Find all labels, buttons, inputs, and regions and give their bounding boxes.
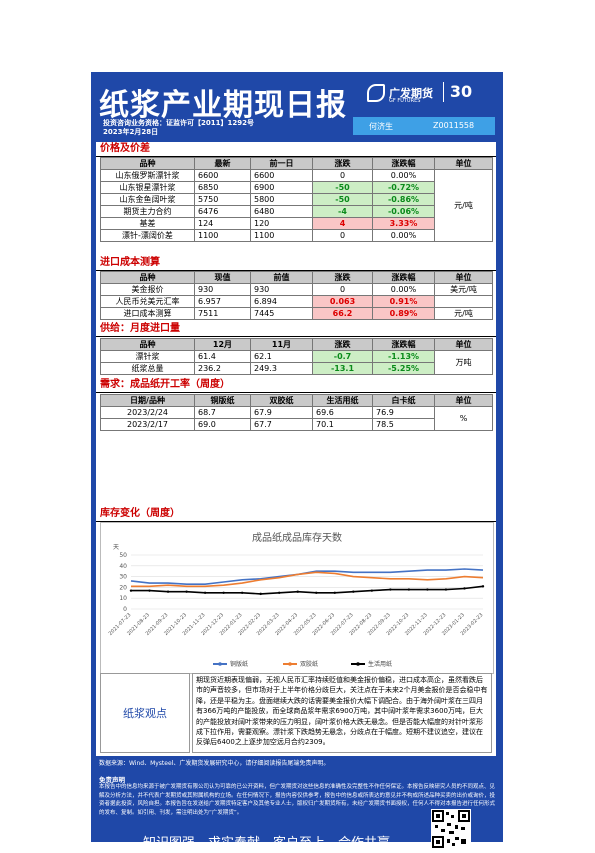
series-point <box>407 588 411 591</box>
anniversary-badge: 30 <box>443 82 474 102</box>
inventory-chart-svg: 成品纸成品库存天数天010203040502021-07-232021-08-2… <box>108 531 485 668</box>
unit-cell: 元/吨 <box>434 169 493 242</box>
table-row: 2023/2/24 68.7 67.9 69.6 76.9% <box>100 406 493 431</box>
section-demand: 需求：成品纸开工率（周度） <box>96 378 496 393</box>
logo-en: GF FUTURES <box>389 98 421 104</box>
y-tick-label: 40 <box>119 563 127 570</box>
section-inventory: 库存变化（周度） <box>96 507 496 522</box>
table-row: 漂针浆 61.4 62.1 -0.7 -1.13% 万吨 <box>100 350 493 375</box>
outlook-label: 纸浆观点 <box>100 673 190 753</box>
table-row: 进口成本测算 7511 7445 66.2 0.89% 元/吨 <box>100 307 493 320</box>
series-point <box>389 588 392 591</box>
table-header-row: 日期/品种 铜版纸 双胶纸 生活用纸 白卡纸 单位 <box>100 394 493 407</box>
table-header-row: 品种 12月 11月 涨跌 涨跌幅 单位 <box>100 338 493 351</box>
legend-marker <box>218 662 222 666</box>
y-tick-label: 0 <box>123 606 127 613</box>
analyst-name: 何济生 <box>369 122 393 131</box>
series-line-3 <box>131 585 484 595</box>
series-point <box>352 590 355 593</box>
legend-label: 铜版纸 <box>230 660 248 668</box>
series-point <box>129 589 133 592</box>
qr-code-icon <box>431 809 471 849</box>
table-row: 美金报价 930 930 0 0.00% 美元/吨 <box>100 283 493 296</box>
series-point <box>185 590 188 593</box>
y-tick-label: 30 <box>119 574 127 581</box>
y-tick-label: 20 <box>119 584 127 591</box>
table-row: 山东金鱼阔叶浆 5750 5800 -50 -0.86% <box>100 193 493 206</box>
table-row: 基差 124 120 4 3.33% <box>100 217 493 230</box>
report-header: 纸浆产业期现日报 投资咨询业务资格：证监许可【2011】1292号 2023年2… <box>91 72 503 140</box>
series-point <box>481 585 485 588</box>
legend-label: 双胶纸 <box>300 660 318 668</box>
series-line-2 <box>131 571 484 588</box>
legend-marker <box>356 662 360 666</box>
series-point <box>444 588 448 591</box>
outlook-section: 纸浆观点 期现货近期表现偏弱，无视人民币汇率持续贬值和美金报价偏稳，进口成本高企… <box>100 673 492 753</box>
disclaimer-title: 免责声明 <box>99 776 125 784</box>
table-row: 纸浆总量 236.2 249.3 -13.1 -5.25% <box>100 362 493 375</box>
legend-marker <box>288 662 292 666</box>
content-panel: 价格及价差 品种 最新 前一日 涨跌 涨跌幅 单位 山东俄罗斯漂针浆 6600 6600 0 0.… <box>96 142 496 756</box>
table-row: 漂针-漂阔价差 1100 1100 0 0.00% <box>100 229 493 242</box>
demand-table: 日期/品种 铜版纸 双胶纸 生活用纸 白卡纸 单位 2023/2/24 68.7 67.9 69… <box>100 394 493 431</box>
section-price: 价格及价差 <box>96 142 496 157</box>
y-tick-label: 10 <box>119 595 127 602</box>
analyst-id: Z0011558 <box>433 121 475 130</box>
import-cost-table: 品种 现值 前值 涨跌 涨跌幅 单位 美金报价 930 930 0 0.00% 美元/吨 人民币兑美… <box>100 271 493 320</box>
price-table: 品种 最新 前一日 涨跌 涨跌幅 单位 山东俄罗斯漂针浆 6600 6600 0 0.00% 元/吨… <box>100 157 493 242</box>
series-point <box>148 589 151 592</box>
table-header-row: 品种 现值 前值 涨跌 涨跌幅 单位 <box>100 271 493 284</box>
table-row: 2023/2/17 69.0 67.7 70.1 78.5 <box>100 418 493 431</box>
table-row: 山东俄罗斯漂针浆 6600 6600 0 0.00% 元/吨 <box>100 169 493 242</box>
section-import-cost: 进口成本测算 <box>96 256 496 271</box>
section-supply: 供给：月度进口量 <box>96 322 496 337</box>
series-point <box>222 591 225 594</box>
series-point <box>333 591 336 594</box>
series-point <box>166 590 170 593</box>
logo-mark-icon <box>367 84 385 102</box>
series-point <box>370 589 374 592</box>
chart-title: 成品纸成品库存天数 <box>252 531 342 544</box>
inventory-chart: 成品纸成品库存天数天 0 10 20 30 40 50 2021-07-23 2021-08-2… <box>100 522 494 674</box>
supply-table: 品种 12月 11月 涨跌 涨跌幅 单位 漂针浆 61.4 62.1 -0.7 -1.13% 万吨 … <box>100 338 493 375</box>
y-tick-label: 50 <box>119 552 127 559</box>
y-axis-label: 天 <box>113 544 119 551</box>
table-row: 期货主力合约 6476 6480 -4 -0.06% <box>100 205 493 218</box>
series-point <box>296 590 299 593</box>
series-point <box>259 592 262 596</box>
series-point <box>203 591 207 594</box>
series-point <box>315 591 318 594</box>
data-source: 数据来源：Wind、Mysteel、广发期货发展研究中心，请仔细阅读报告尾端免责… <box>99 760 330 767</box>
series-point <box>278 591 281 594</box>
legend-label: 生活用纸 <box>368 660 392 668</box>
analyst-bar: 何济生 Z0011558 <box>353 117 495 135</box>
outlook-text: 期现货近期表现偏弱，无视人民币汇率持续贬值和美金报价偏稳，进口成本高企，虽然看跌… <box>192 673 492 753</box>
license-text: 投资咨询业务资格：证监许可【2011】1292号 <box>103 119 254 127</box>
series-point <box>240 591 244 594</box>
table-row: 山东银星漂针浆 6850 6900 -50 -0.72% <box>100 181 493 194</box>
report-card: 纸浆产业期现日报 投资咨询业务资格：证监许可【2011】1292号 2023年2… <box>91 72 503 851</box>
report-title: 纸浆产业期现日报 <box>99 88 347 123</box>
company-logo: 广发期货 GF FUTURES <box>367 84 439 106</box>
unit-cell: % <box>434 406 493 431</box>
series-point <box>463 587 466 590</box>
table-row: 人民币兑美元汇率 6.957 6.894 0.063 0.91% <box>100 295 493 308</box>
table-header-row: 品种 最新 前一日 涨跌 涨跌幅 单位 <box>100 157 493 170</box>
disclaimer-text: 本报告中的信息均来源于被广发期货有限公司认为可靠的已公开资料，但广发期货对这些信… <box>99 784 496 816</box>
logo-cn: 广发期货 <box>389 87 433 100</box>
unit-cell: 万吨 <box>434 350 493 375</box>
series-point <box>426 588 429 591</box>
report-date: 2023年2月28日 <box>103 128 159 136</box>
